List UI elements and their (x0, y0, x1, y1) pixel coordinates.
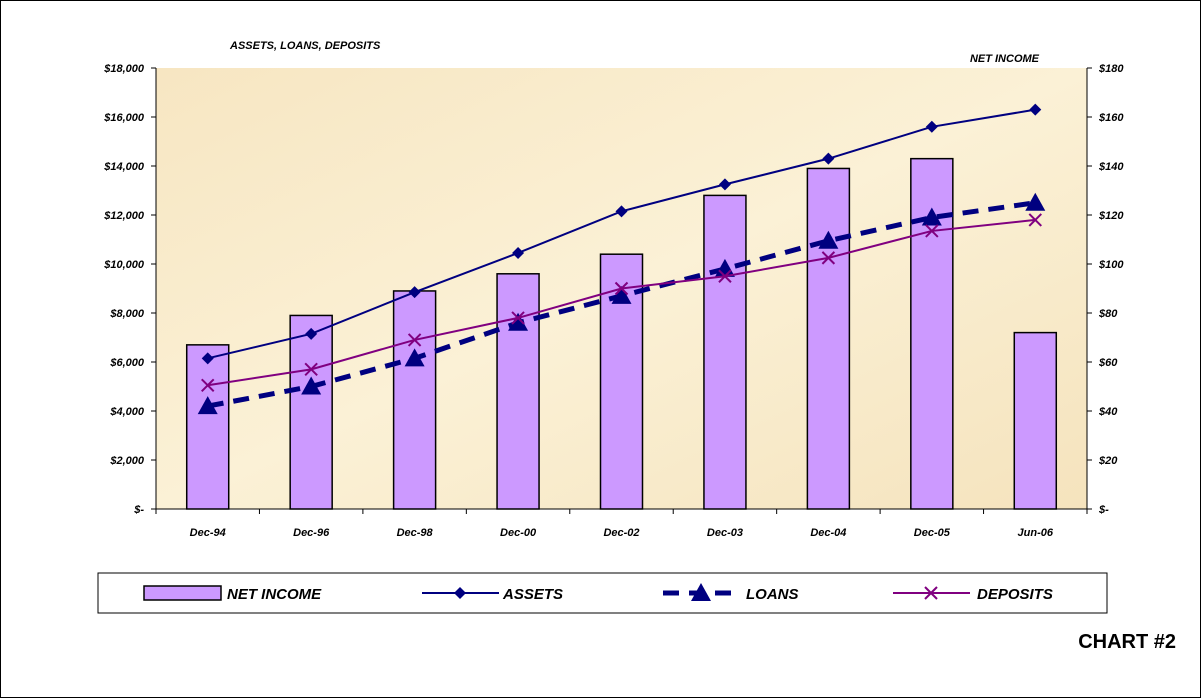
x-tick-label: Dec-03 (707, 527, 743, 539)
point-assets (1029, 103, 1042, 116)
right-tick-label: $60 (1098, 357, 1118, 369)
bar-net-income (392, 290, 437, 510)
x-tick-label: Dec-98 (397, 527, 434, 539)
left-tick-label: $10,000 (103, 259, 145, 271)
bar-net-income (703, 194, 747, 510)
right-tick-label: $140 (1098, 161, 1124, 173)
legend-label-deposits: DEPOSITS (977, 586, 1053, 603)
x-tick-label: Dec-00 (500, 527, 537, 539)
right-tick-label: $40 (1098, 406, 1118, 418)
left-tick-label: $6,000 (109, 357, 145, 369)
right-tick-label: $80 (1098, 308, 1118, 320)
x-tick-label: Dec-94 (190, 527, 226, 539)
right-tick-label: $180 (1098, 63, 1124, 75)
point-loans (611, 285, 632, 304)
legend-marker-assets (454, 587, 466, 599)
x-tick-label: Dec-05 (914, 527, 951, 539)
bar-net-income (806, 167, 851, 510)
bar-net-income (185, 344, 230, 510)
point-loans (404, 348, 425, 367)
right-tick-label: $160 (1098, 112, 1124, 124)
point-deposits (1028, 213, 1042, 227)
legend-swatch-net-income (143, 585, 222, 601)
right-tick-label: $- (1098, 504, 1109, 516)
point-deposits (718, 269, 732, 283)
right-tick-label: $20 (1098, 455, 1118, 467)
legend-marker-loans (691, 583, 711, 601)
point-assets (925, 120, 938, 133)
right-tick-label: $100 (1098, 259, 1124, 271)
point-deposits (614, 281, 629, 296)
chart-number-label: CHART #2 (1078, 631, 1176, 653)
point-deposits (407, 333, 422, 347)
point-deposits (821, 251, 836, 265)
x-tick-label: Dec-96 (293, 527, 330, 539)
left-tick-label: $18,000 (103, 63, 145, 75)
legend-label-assets: ASSETS (502, 586, 563, 603)
point-loans (1025, 192, 1046, 211)
point-assets (822, 152, 835, 165)
point-deposits (511, 311, 525, 325)
point-assets (408, 286, 421, 299)
legend-marker-deposits (924, 586, 938, 600)
right-axis-title: NET INCOME (970, 53, 1040, 65)
left-tick-label: $14,000 (103, 161, 145, 173)
bar-net-income (496, 273, 540, 510)
left-tick-label: $- (133, 504, 144, 516)
point-assets (615, 205, 628, 218)
point-assets (512, 246, 525, 259)
point-assets (718, 178, 731, 191)
x-tick-label: Dec-04 (810, 527, 846, 539)
point-deposits (304, 362, 318, 377)
legend-label-loans: LOANS (746, 586, 799, 603)
x-tick-label: Jun-06 (1018, 527, 1054, 539)
left-tick-label: $8,000 (109, 308, 145, 320)
legend-label-net-income: NET INCOME (227, 586, 322, 603)
right-tick-label: $120 (1098, 210, 1124, 222)
x-tick-label: Dec-02 (603, 527, 639, 539)
point-deposits (925, 224, 939, 238)
point-assets (305, 327, 318, 340)
left-tick-label: $4,000 (109, 406, 145, 418)
left-tick-label: $2,000 (109, 455, 145, 467)
point-loans (818, 230, 839, 249)
legend: NET INCOME ASSETS LOANS DEPOSITS (97, 572, 1108, 614)
point-loans (921, 207, 942, 226)
left-axis-title: ASSETS, LOANS, DEPOSITS (229, 40, 381, 52)
bar-net-income (1013, 331, 1058, 510)
point-loans (197, 396, 218, 415)
left-tick-label: $16,000 (103, 112, 145, 124)
point-loans (301, 376, 322, 395)
point-loans (508, 312, 529, 331)
left-tick-label: $12,000 (103, 210, 145, 222)
point-deposits (201, 378, 215, 392)
bar-net-income (289, 314, 333, 510)
point-assets (201, 352, 214, 365)
